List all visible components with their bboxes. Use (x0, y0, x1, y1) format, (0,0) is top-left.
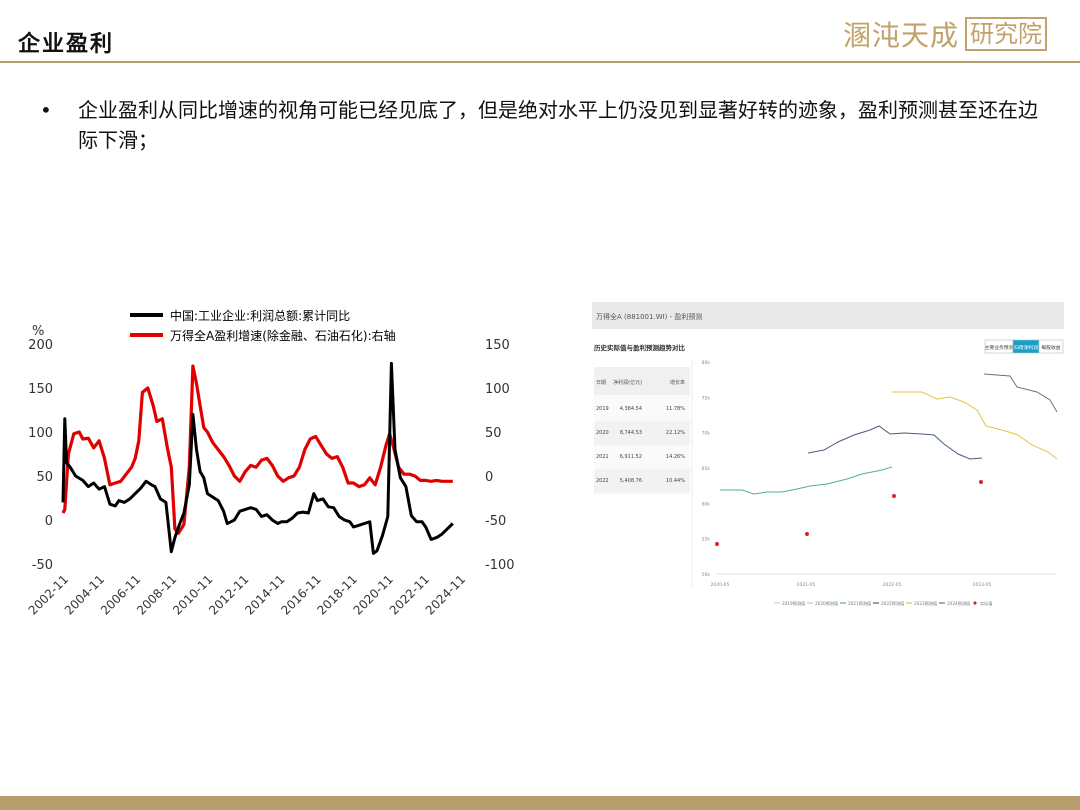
forecast-y-tick: 60k (702, 501, 711, 507)
panel-tabs: 主要业务预测 归母净利润 每股收益 (985, 339, 1064, 354)
table-cell: 2022 (596, 478, 609, 484)
table-cell: 6,911.52 (620, 454, 642, 460)
forecast-x-tick: 2022-05 (883, 582, 902, 588)
forecast-legend-label: 2022预测值 (881, 600, 904, 607)
forecast-panel-svg: 万得全A (881001.WI) - 盈利预测 历史实际值与盈利预测趋势对比 主… (592, 302, 1064, 607)
forecast-y-tick: 55k (702, 537, 711, 543)
left-y-tick-label: 100 (28, 426, 53, 441)
actual-value-point (892, 494, 896, 498)
table-header-bg (594, 367, 690, 395)
panel-tab[interactable] (1038, 339, 1064, 354)
forecast-panel: 万得全A (881001.WI) - 盈利预测 历史实际值与盈利预测趋势对比 主… (592, 302, 1064, 614)
forecast-x-tick: 2023-05 (973, 582, 992, 588)
actual-value-point (715, 542, 719, 546)
left-y-tick-label: -50 (32, 558, 53, 573)
panel-titlebar (592, 302, 1064, 329)
forecast-x-tick: 2021-05 (797, 582, 816, 588)
series-lines (61, 361, 454, 555)
forecast-y-tick: 70k (702, 431, 711, 437)
forecast-legend-label: 2019预测值 (782, 600, 805, 607)
table-cell: 2019 (596, 406, 609, 412)
forecast-y-tick: 65k (702, 466, 711, 472)
table-cell: 2020 (596, 430, 609, 436)
table-cell: 10.44% (666, 478, 685, 484)
table-cell: 4,384.54 (620, 406, 642, 412)
right-y-tick-label: -100 (485, 558, 515, 573)
actual-value-point (979, 480, 983, 484)
bullet-dot-icon: • (40, 98, 52, 122)
footer-bar (0, 796, 1080, 810)
panel-title: 万得全A (881001.WI) - 盈利预测 (596, 312, 702, 321)
forecast-y-tick: 50k (702, 572, 711, 578)
left-axis-unit: % (32, 324, 44, 339)
forecast-x-tick: 2020-05 (711, 582, 730, 588)
table-row-bg (594, 421, 690, 445)
forecast-lines (715, 373, 1058, 546)
forecast-legend-label: 2021预测值 (848, 600, 871, 607)
actual-value-point (805, 532, 809, 536)
left-y-tick-label: 0 (45, 514, 53, 529)
table-cell: 11.78% (666, 406, 685, 412)
table-cell: 14.26% (666, 454, 685, 460)
x-axis: 2002-112004-112006-112008-112010-112012-… (26, 572, 468, 617)
table-cell: 5,408.76 (620, 478, 642, 484)
left-y-tick-label: 150 (28, 382, 53, 397)
table-cell: 8,744.53 (620, 430, 642, 436)
table-cell: 2021 (596, 454, 609, 460)
bullet-text: 企业盈利从同比增速的视角可能已经见底了，但是绝对水平上仍没见到显著好转的迹象，盈… (78, 98, 1038, 152)
legend-label-red: 万得全A盈利增速(除金融、石油石化):右轴 (170, 328, 396, 343)
forecast-legend: 2019预测值 2020预测值 2021预测值 2022预测值 2023预测值 2024预… (774, 600, 993, 607)
x-tick-label: 2024-11 (423, 572, 468, 617)
series-line-black (61, 361, 454, 555)
right-y-tick-label: 50 (485, 426, 502, 441)
forecast-line (983, 373, 1058, 413)
legend-label-black: 中国:工业企业:利润总额:累计同比 (170, 308, 350, 323)
forecast-legend-label: 2024预测值 (947, 600, 970, 607)
page-title: 企业盈利 (18, 31, 115, 57)
table-header: 增长率 (670, 379, 685, 386)
forecast-line (892, 391, 1058, 460)
logo-box-text: 研究院 (965, 17, 1048, 51)
table-header: 净利润(亿元) (613, 379, 642, 386)
logo-script-text: 溷沌天成 (843, 19, 960, 52)
brand-logo: 溷沌天成 研究院 (843, 14, 1048, 54)
right-y-tick-label: 0 (485, 470, 493, 485)
table-cell: 22.12% (666, 430, 685, 436)
bullet-item: • 企业盈利从同比增速的视角可能已经见底了，但是绝对水平上仍没见到显著好转的迹象… (40, 95, 1050, 155)
forecast-legend-label: 实际值 (980, 600, 993, 607)
right-y-tick-label: -50 (485, 514, 506, 529)
left-y-axis: 200 150 100 50 0 -50 (28, 338, 53, 573)
panel-tab-label: 归母净利润 (1014, 344, 1038, 351)
forecast-legend-label: 2020预测值 (815, 600, 838, 607)
forecast-y-tick: 75k (702, 395, 711, 401)
forecast-legend-swatch (973, 601, 977, 605)
profit-growth-chart: 中国:工业企业:利润总额:累计同比 万得全A盈利增速(除金融、石油石化):右轴 … (26, 308, 515, 618)
forecast-table: 日期 净利润(亿元) 增长率 2019 4,384.54 11.78% 2020 8,744.… (594, 367, 690, 495)
left-y-tick-label: 200 (28, 338, 53, 353)
series-line-red (61, 364, 453, 535)
table-row-bg (594, 469, 690, 493)
header-divider (0, 61, 1080, 63)
right-y-tick-label: 150 (485, 338, 510, 353)
right-y-axis: 150 100 50 0 -50 -100 (485, 338, 515, 573)
table-header: 日期 (596, 380, 606, 386)
forecast-line (807, 425, 983, 460)
forecast-line (720, 466, 893, 495)
chart-legend: 中国:工业企业:利润总额:累计同比 万得全A盈利增速(除金融、石油石化):右轴 (130, 308, 396, 343)
right-y-tick-label: 100 (485, 382, 510, 397)
panel-subtitle: 历史实际值与盈利预测趋势对比 (594, 343, 686, 352)
forecast-y-tick: 80k (702, 360, 711, 366)
forecast-legend-label: 2023预测值 (914, 600, 937, 607)
panel-tab-label: 主要业务预测 (985, 344, 1014, 351)
left-y-tick-label: 50 (36, 470, 53, 485)
panel-tab-label: 每股收益 (1041, 344, 1060, 351)
